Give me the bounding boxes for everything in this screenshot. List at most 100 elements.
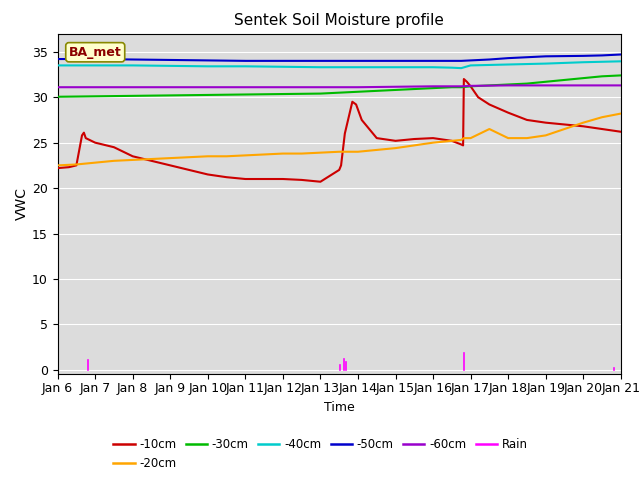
-30cm	[354, 89, 362, 95]
-10cm	[110, 144, 118, 150]
-20cm	[598, 114, 606, 120]
-20cm	[579, 120, 587, 126]
-20cm	[317, 150, 324, 156]
-40cm	[579, 60, 587, 65]
-30cm	[458, 84, 465, 90]
-60cm	[166, 84, 174, 90]
-30cm	[504, 82, 512, 87]
Y-axis label: VWC: VWC	[15, 188, 29, 220]
-10cm	[486, 102, 493, 108]
-10cm	[410, 136, 418, 142]
-60cm	[354, 84, 362, 90]
-60cm	[317, 84, 324, 90]
-10cm	[617, 129, 625, 134]
-40cm	[54, 62, 61, 68]
-20cm	[429, 140, 437, 145]
-10cm	[92, 140, 99, 145]
-50cm	[54, 56, 61, 62]
-10cm	[204, 171, 212, 177]
-40cm	[317, 64, 324, 70]
-10cm	[373, 135, 381, 141]
-20cm	[523, 135, 531, 141]
-20cm	[460, 135, 468, 141]
-10cm	[341, 131, 349, 136]
-10cm	[65, 164, 73, 170]
-20cm	[504, 135, 512, 141]
-50cm	[467, 58, 474, 63]
-30cm	[523, 81, 531, 86]
-50cm	[92, 56, 99, 62]
-50cm	[241, 58, 249, 64]
-10cm	[579, 123, 587, 129]
-10cm	[352, 102, 360, 108]
-30cm	[617, 72, 625, 78]
X-axis label: Time: Time	[324, 401, 355, 414]
-30cm	[410, 86, 418, 92]
-30cm	[373, 88, 381, 94]
-60cm	[129, 84, 136, 90]
-10cm	[148, 158, 156, 164]
-30cm	[579, 75, 587, 81]
-20cm	[354, 149, 362, 155]
-60cm	[54, 84, 61, 90]
-20cm	[260, 152, 268, 157]
-10cm	[78, 132, 86, 138]
-10cm	[598, 126, 606, 132]
-60cm	[279, 84, 287, 90]
-10cm	[458, 142, 465, 147]
-10cm	[448, 138, 456, 144]
-60cm	[504, 83, 512, 88]
-20cm	[448, 138, 456, 144]
-60cm	[429, 84, 437, 89]
-50cm	[579, 53, 587, 59]
-50cm	[458, 58, 465, 64]
-10cm	[335, 167, 343, 173]
-40cm	[92, 62, 99, 68]
-50cm	[429, 58, 437, 64]
-30cm	[598, 73, 606, 79]
-10cm	[523, 117, 531, 123]
-20cm	[373, 147, 381, 153]
-50cm	[504, 55, 512, 61]
-40cm	[241, 63, 249, 69]
-10cm	[72, 163, 80, 168]
-50cm	[542, 53, 550, 59]
-10cm	[467, 84, 474, 89]
-30cm	[54, 94, 61, 100]
-10cm	[337, 163, 345, 168]
-10cm	[317, 179, 324, 185]
-10cm	[474, 95, 482, 100]
-20cm	[72, 162, 80, 168]
-20cm	[185, 154, 193, 160]
-50cm	[204, 58, 212, 63]
-20cm	[166, 155, 174, 161]
-20cm	[542, 132, 550, 138]
-10cm	[279, 176, 287, 182]
-10cm	[561, 121, 568, 127]
-20cm	[241, 153, 249, 158]
-50cm	[617, 52, 625, 58]
-10cm	[429, 135, 437, 141]
-20cm	[347, 149, 355, 155]
-40cm	[542, 60, 550, 66]
-10cm	[223, 174, 230, 180]
-30cm	[486, 83, 493, 88]
-20cm	[204, 154, 212, 159]
-40cm	[429, 64, 437, 70]
-20cm	[148, 156, 156, 162]
-40cm	[392, 64, 399, 70]
Line: -40cm: -40cm	[58, 61, 621, 68]
-30cm	[335, 90, 343, 96]
-30cm	[429, 85, 437, 91]
-50cm	[486, 57, 493, 62]
-10cm	[460, 76, 468, 82]
-20cm	[223, 154, 230, 159]
-10cm	[80, 130, 88, 135]
-30cm	[467, 84, 474, 89]
-40cm	[354, 64, 362, 70]
-30cm	[92, 94, 99, 99]
-20cm	[410, 143, 418, 148]
-10cm	[82, 135, 90, 141]
-10cm	[241, 176, 249, 182]
Line: -10cm: -10cm	[58, 79, 621, 182]
